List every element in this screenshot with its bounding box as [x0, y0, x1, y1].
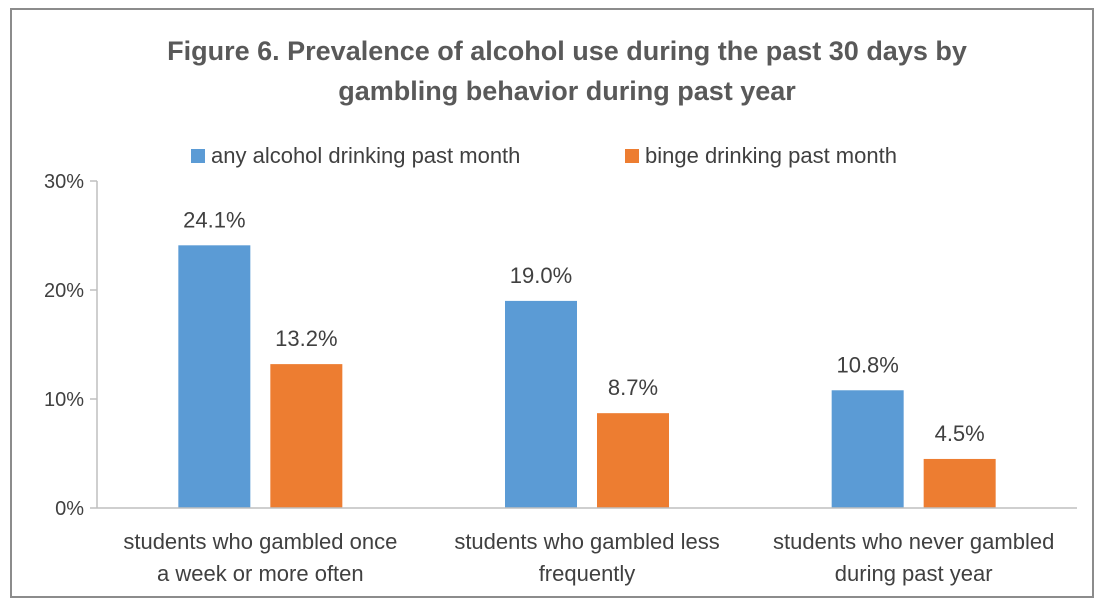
chart-title-line-1: Figure 6. Prevalence of alcohol use duri… — [167, 36, 967, 66]
bars: 24.1% 13.2% 19.0% 8.7% 10.8% 4.5% — [178, 207, 996, 508]
bar-any-alcohol-less-frequently — [505, 300, 577, 508]
x-category-label-once-a-week: a week or more often — [157, 561, 364, 586]
bar-binge-less-frequently — [597, 413, 669, 508]
legend-label-binge: binge drinking past month — [645, 143, 897, 168]
bar-any-alcohol-once-a-week — [178, 245, 251, 508]
bar-chart: Figure 6. Prevalence of alcohol use duri… — [44, 36, 1077, 586]
legend-label-any-alcohol: any alcohol drinking past month — [211, 143, 520, 168]
data-label-any-alcohol-once-a-week: 24.1% — [183, 207, 245, 232]
legend-swatch-any-alcohol — [191, 149, 205, 163]
legend: any alcohol drinking past month binge dr… — [191, 143, 897, 168]
data-label-any-alcohol-never-gambled: 10.8% — [836, 352, 898, 377]
y-tick-label: 30% — [44, 171, 84, 193]
data-label-any-alcohol-less-frequently: 19.0% — [510, 263, 572, 288]
x-category-label-never-gambled: during past year — [835, 561, 993, 586]
data-label-binge-once-a-week: 13.2% — [275, 326, 337, 351]
data-label-binge-less-frequently: 8.7% — [608, 375, 658, 400]
chart-title-line-2: gambling behavior during past year — [338, 76, 796, 106]
chart-frame: Figure 6. Prevalence of alcohol use duri… — [10, 8, 1094, 598]
legend-swatch-binge — [625, 149, 639, 163]
x-axis: students who gambled once a week or more … — [97, 507, 1077, 586]
x-category-label-once-a-week: students who gambled once — [123, 529, 397, 554]
y-tick-label: 20% — [44, 280, 84, 302]
bar-binge-never-gambled — [923, 458, 996, 508]
x-category-label-never-gambled: students who never gambled — [773, 529, 1054, 554]
bar-any-alcohol-never-gambled — [831, 390, 904, 508]
y-tick-label: 0% — [55, 498, 84, 520]
x-category-label-less-frequently: students who gambled less — [454, 529, 719, 554]
y-tick-label: 10% — [44, 389, 84, 411]
data-label-binge-never-gambled: 4.5% — [935, 421, 985, 446]
x-category-label-less-frequently: frequently — [539, 561, 636, 586]
bar-binge-once-a-week — [270, 364, 343, 508]
y-axis: 0% 10% 20% 30% — [44, 171, 98, 520]
